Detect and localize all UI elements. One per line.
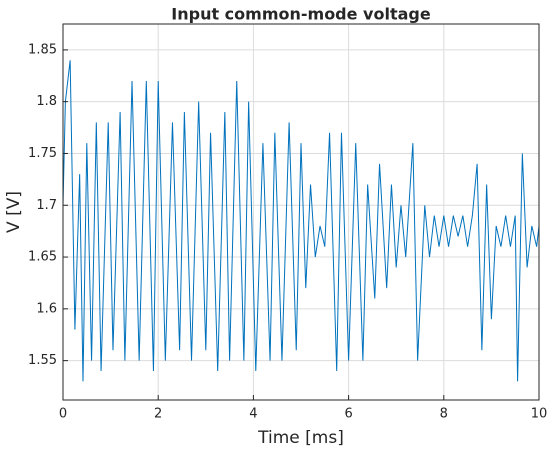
y-tick-label: 1.65 [28, 250, 57, 265]
x-axis-label: Time [ms] [257, 428, 344, 448]
ticks: 0 2 4 6 8 10 1.55 1.6 1.65 1.7 1.75 1.8 1.85 [28, 42, 547, 421]
y-axis-label: V [V] [4, 191, 24, 233]
line-series [62, 60, 540, 382]
x-tick-label: 0 [59, 407, 67, 422]
y-tick-label: 1.6 [36, 301, 57, 316]
x-tick-label: 8 [440, 407, 448, 422]
y-tick-label: 1.7 [36, 198, 57, 213]
chart-title: Input common-mode voltage [171, 5, 431, 24]
x-tick-label: 2 [154, 407, 162, 422]
y-tick-label: 1.8 [36, 94, 57, 109]
y-tick-label: 1.55 [28, 353, 57, 368]
plot [62, 60, 540, 382]
axes-box [62, 23, 540, 401]
x-tick-label: 6 [344, 407, 352, 422]
y-tick-label: 1.75 [28, 146, 57, 161]
x-tick-label: 4 [249, 407, 257, 422]
y-tick-label: 1.85 [28, 42, 57, 57]
x-tick-label: 10 [531, 407, 548, 422]
